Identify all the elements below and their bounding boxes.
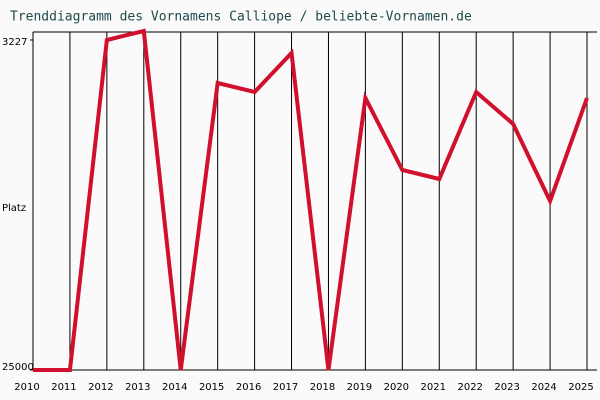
x-tick-label: 2018 <box>310 382 335 393</box>
x-tick-label: 2017 <box>273 382 298 393</box>
x-tick-label: 2023 <box>494 382 519 393</box>
x-tick-label: 2021 <box>421 382 446 393</box>
x-tick-label: 2015 <box>199 382 224 393</box>
series-line <box>33 28 589 372</box>
x-tick-label: 2019 <box>347 382 372 393</box>
y-axis-label: Platz <box>2 203 26 214</box>
x-tick-label: 2014 <box>162 382 187 393</box>
y-tick-label: 25000 <box>2 362 34 373</box>
x-tick-label: 2011 <box>51 382 76 393</box>
x-tick-label: 2016 <box>236 382 261 393</box>
x-tick-label: 2022 <box>457 382 482 393</box>
x-tick-label: 2020 <box>384 382 409 393</box>
x-tick-label: 2025 <box>568 382 593 393</box>
y-tick-label: 3227 <box>2 37 27 48</box>
chart-title: Trenddiagramm des Vornamens Calliope / b… <box>10 10 472 25</box>
x-tick-label: 2024 <box>531 382 556 393</box>
x-tick-label: 2013 <box>125 382 150 393</box>
x-tick-label: 2012 <box>88 382 113 393</box>
x-tick-label: 2010 <box>14 382 39 393</box>
